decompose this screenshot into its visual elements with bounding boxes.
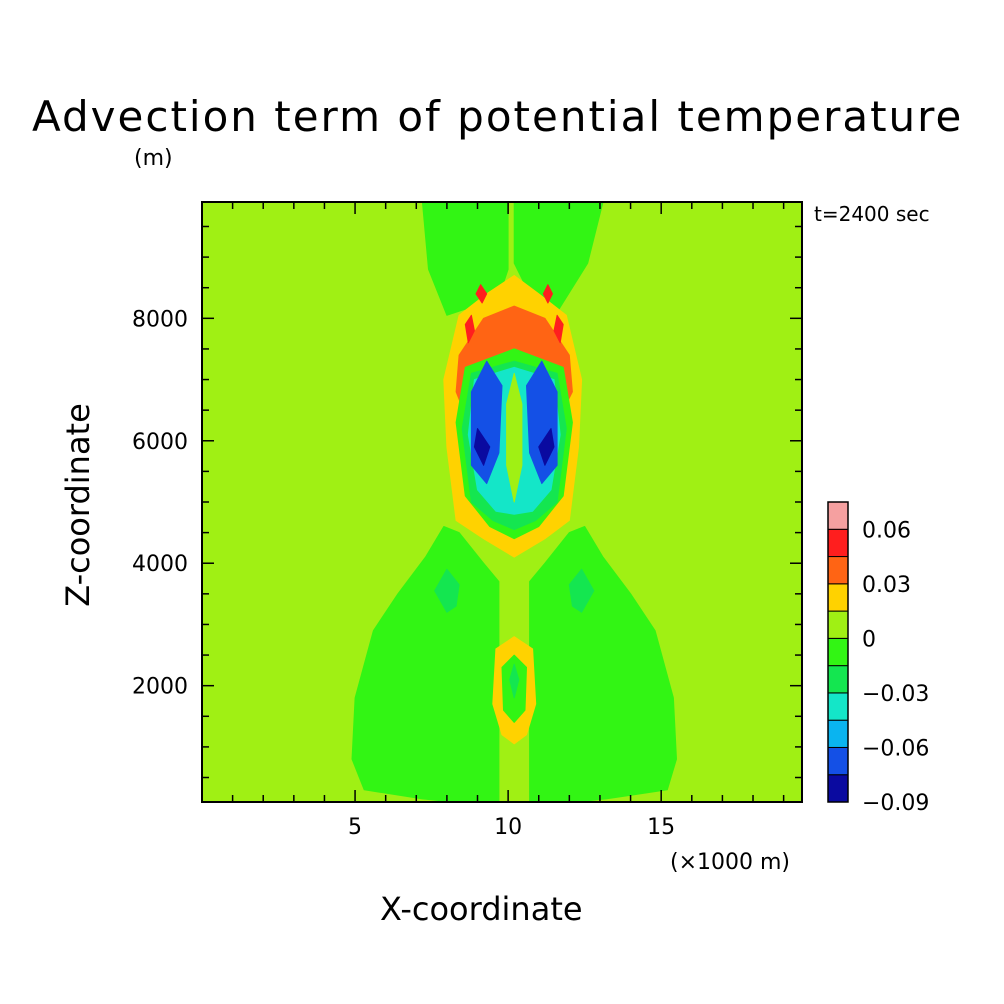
contour-red-spot-right-top [542, 284, 553, 304]
contour-red-spot-left-top [475, 284, 488, 304]
contour-red-spot-left [464, 314, 475, 344]
colorbar-segment [827, 665, 849, 694]
contour-low-teal-core [509, 663, 520, 699]
colorbar-segment [827, 774, 849, 803]
contour-regions [351, 202, 677, 802]
colorbar-segment [827, 637, 849, 667]
y-axis-unit: (m) [134, 146, 173, 171]
contour-lower-right-lobe [529, 526, 677, 802]
colorbar-segment [827, 556, 849, 585]
y-tick-label: 6000 [132, 430, 188, 455]
x-axis-label: X-coordinate [380, 890, 583, 928]
colorbar-frame [827, 501, 849, 803]
colorbar-segment [827, 746, 849, 776]
y-tick-label: 2000 [132, 675, 188, 700]
colorbar-segment [827, 719, 849, 748]
colorbar-label: −0.06 [862, 736, 929, 761]
x-axis-unit: (×1000 m) [670, 850, 791, 875]
colorbar-segment [827, 501, 849, 530]
contour-left-pocket [434, 568, 460, 613]
colorbar-label: 0 [862, 627, 876, 652]
contour-red-spot-right [553, 314, 564, 344]
colorbar-segment [827, 528, 849, 558]
colorbar-label: 0.06 [862, 518, 911, 543]
colorbar-segment [827, 610, 849, 639]
x-tick-label: 10 [494, 815, 522, 840]
contour-lower-left-lobe [351, 526, 500, 802]
colorbar-label: −0.03 [862, 682, 929, 707]
colorbar-segment [827, 692, 849, 721]
colorbar-label: −0.09 [862, 791, 929, 816]
contour-right-pocket [568, 568, 595, 613]
chart-title: Advection term of potential temperature [32, 92, 964, 141]
x-tick-label: 15 [647, 815, 675, 840]
contour-navy-left [473, 428, 491, 466]
colorbar-label: 0.03 [862, 573, 911, 598]
contour-navy-right [538, 428, 555, 466]
x-tick-label: 5 [348, 815, 362, 840]
y-tick-label: 8000 [132, 307, 188, 332]
y-tick-label: 4000 [132, 552, 188, 577]
contour-central-ridge [506, 372, 523, 503]
time-annotation: t=2400 sec [814, 202, 930, 226]
colorbar-segment [827, 583, 849, 612]
